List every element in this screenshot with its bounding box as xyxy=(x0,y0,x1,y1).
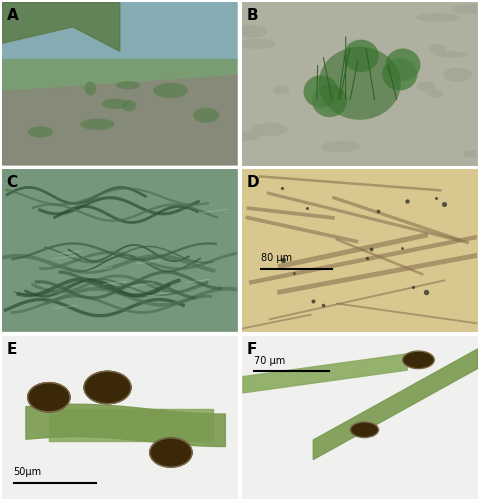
Ellipse shape xyxy=(434,52,469,58)
Circle shape xyxy=(28,382,70,412)
Circle shape xyxy=(150,438,192,467)
Ellipse shape xyxy=(382,58,417,90)
Ellipse shape xyxy=(345,40,371,53)
Circle shape xyxy=(84,371,131,404)
Ellipse shape xyxy=(84,82,96,96)
Ellipse shape xyxy=(122,100,137,112)
Ellipse shape xyxy=(429,44,446,54)
Text: E: E xyxy=(7,342,17,357)
Ellipse shape xyxy=(402,351,434,368)
Ellipse shape xyxy=(304,75,339,108)
Text: C: C xyxy=(7,176,18,190)
Ellipse shape xyxy=(80,118,114,130)
Text: 50μm: 50μm xyxy=(13,467,42,477)
Ellipse shape xyxy=(312,84,347,117)
Ellipse shape xyxy=(237,25,267,38)
Text: 80 μm: 80 μm xyxy=(261,253,292,263)
Ellipse shape xyxy=(321,141,360,152)
Ellipse shape xyxy=(452,4,479,14)
Ellipse shape xyxy=(237,39,276,49)
Ellipse shape xyxy=(417,81,435,92)
Text: D: D xyxy=(247,176,260,190)
Ellipse shape xyxy=(116,81,140,90)
Ellipse shape xyxy=(385,48,421,81)
Ellipse shape xyxy=(463,150,479,158)
Text: F: F xyxy=(247,342,257,357)
Ellipse shape xyxy=(416,13,459,22)
Text: A: A xyxy=(7,8,18,24)
Ellipse shape xyxy=(350,422,378,438)
Ellipse shape xyxy=(225,132,261,141)
Ellipse shape xyxy=(153,83,188,98)
Ellipse shape xyxy=(343,40,379,72)
Ellipse shape xyxy=(428,90,444,98)
Ellipse shape xyxy=(273,86,289,94)
Ellipse shape xyxy=(193,108,219,123)
Ellipse shape xyxy=(444,68,472,82)
Ellipse shape xyxy=(28,126,53,138)
Ellipse shape xyxy=(251,122,288,136)
Text: B: B xyxy=(247,8,259,24)
Ellipse shape xyxy=(319,46,401,120)
Text: 70 μm: 70 μm xyxy=(254,356,285,366)
Ellipse shape xyxy=(102,98,129,109)
